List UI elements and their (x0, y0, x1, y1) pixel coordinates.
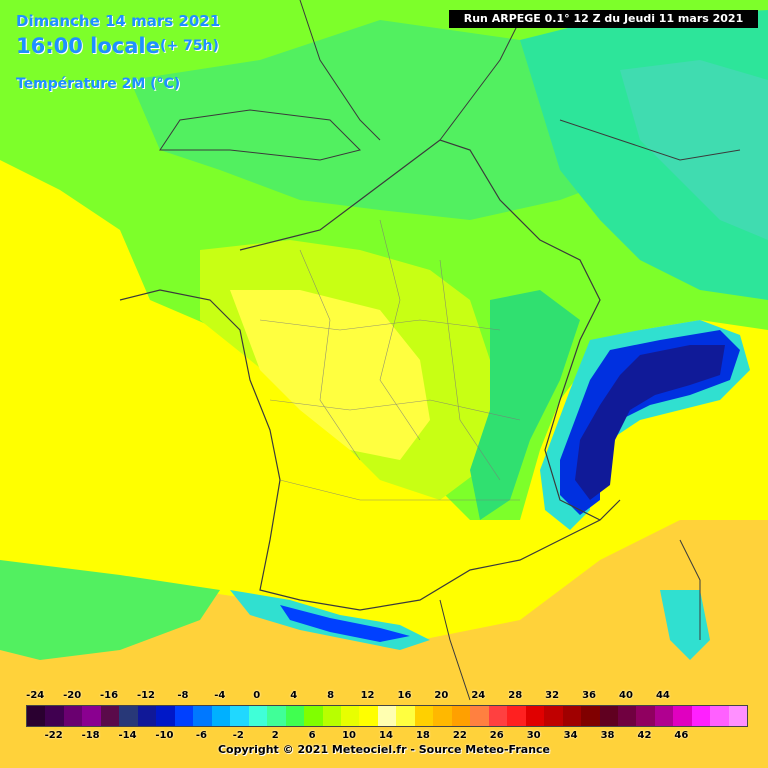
scale-label-top: 20 (434, 690, 449, 701)
forecast-time: 16:00 locale (16, 34, 160, 58)
scale-label-top: -12 (136, 690, 156, 701)
scale-swatch (174, 706, 194, 726)
scale-swatch (654, 706, 674, 726)
scale-label-top: 36 (582, 690, 597, 701)
scale-swatch (562, 706, 582, 726)
scale-label-top: 12 (360, 690, 375, 701)
scale-label-top: -24 (26, 690, 45, 701)
scale-swatch (691, 706, 711, 726)
scale-label-bottom: 6 (308, 730, 316, 741)
scale-label-top: 8 (327, 690, 335, 701)
scale-swatch (156, 706, 175, 726)
copyright-text: Copyright © 2021 Meteociel.fr - Source M… (217, 743, 551, 756)
scale-swatch (27, 706, 46, 726)
scale-swatch (470, 706, 489, 726)
scale-label-top: 24 (471, 690, 486, 701)
scale-swatch (63, 706, 83, 726)
scale-swatch (248, 706, 268, 726)
scale-swatch (599, 706, 618, 726)
scale-swatch (396, 706, 415, 726)
scale-label-bottom: 18 (415, 730, 430, 741)
scale-label-bottom: 10 (342, 730, 357, 741)
scale-label-bottom: 22 (452, 730, 467, 741)
scale-swatch (230, 706, 249, 726)
scale-label-top: 28 (508, 690, 523, 701)
scale-label-bottom: 42 (637, 730, 652, 741)
scale-swatch (544, 706, 563, 726)
scale-label-top: -16 (100, 690, 119, 701)
scale-label-bottom: -10 (155, 730, 174, 741)
scale-label-bottom: 46 (674, 730, 689, 741)
scale-swatch (710, 706, 729, 726)
scale-swatch (507, 706, 526, 726)
scale-swatch (673, 706, 692, 726)
scale-label-bottom: 26 (489, 730, 504, 741)
scale-swatch (304, 706, 323, 726)
scale-swatch (211, 706, 231, 726)
forecast-date: Dimanche 14 mars 2021 (16, 12, 221, 30)
scale-swatch (377, 706, 397, 726)
scale-swatch (119, 706, 138, 726)
temperature-scale (26, 705, 748, 727)
scale-label-top: -20 (63, 690, 82, 701)
scale-label-bottom: -22 (44, 730, 63, 741)
scale-label-bottom: 14 (379, 730, 393, 741)
scale-label-bottom: -6 (195, 730, 207, 741)
scale-swatch (267, 706, 286, 726)
scale-swatch (193, 706, 212, 726)
scale-swatch (525, 706, 545, 726)
scale-swatch (618, 706, 637, 726)
scale-swatch (100, 706, 120, 726)
scale-label-bottom: 38 (600, 730, 615, 741)
scale-swatch (82, 706, 101, 726)
scale-label-bottom: -18 (81, 730, 100, 741)
scale-swatch (414, 706, 434, 726)
scale-swatch (488, 706, 508, 726)
scale-label-bottom: 30 (526, 730, 541, 741)
scale-label-bottom: -14 (118, 730, 137, 741)
scale-swatch (636, 706, 655, 726)
scale-swatch (451, 706, 471, 726)
scale-swatch (340, 706, 360, 726)
scale-label-top: -8 (177, 690, 189, 701)
scale-swatch (285, 706, 305, 726)
scale-swatch (433, 706, 452, 726)
scale-swatch (137, 706, 157, 726)
scale-label-top: 44 (655, 690, 670, 701)
scale-label-top: 16 (397, 690, 412, 701)
scale-label-bottom: 34 (563, 730, 578, 741)
scale-label-top: -4 (214, 690, 226, 701)
parameter-title: Température 2M (°C) (16, 76, 181, 92)
scale-swatch (359, 706, 378, 726)
scale-swatch (728, 706, 748, 726)
run-info-banner: Run ARPEGE 0.1° 12 Z du Jeudi 11 mars 20… (449, 10, 758, 28)
scale-label-bottom: 2 (271, 730, 279, 741)
lead-time: (+ 75h) (160, 38, 219, 54)
scale-swatch (322, 706, 341, 726)
scale-swatch (581, 706, 600, 726)
scale-label-bottom: -2 (232, 730, 244, 741)
scale-label-top: 0 (253, 690, 261, 701)
scale-swatch (45, 706, 64, 726)
scale-label-top: 32 (545, 690, 560, 701)
scale-label-top: 4 (290, 690, 298, 701)
scale-label-top: 40 (619, 690, 633, 701)
